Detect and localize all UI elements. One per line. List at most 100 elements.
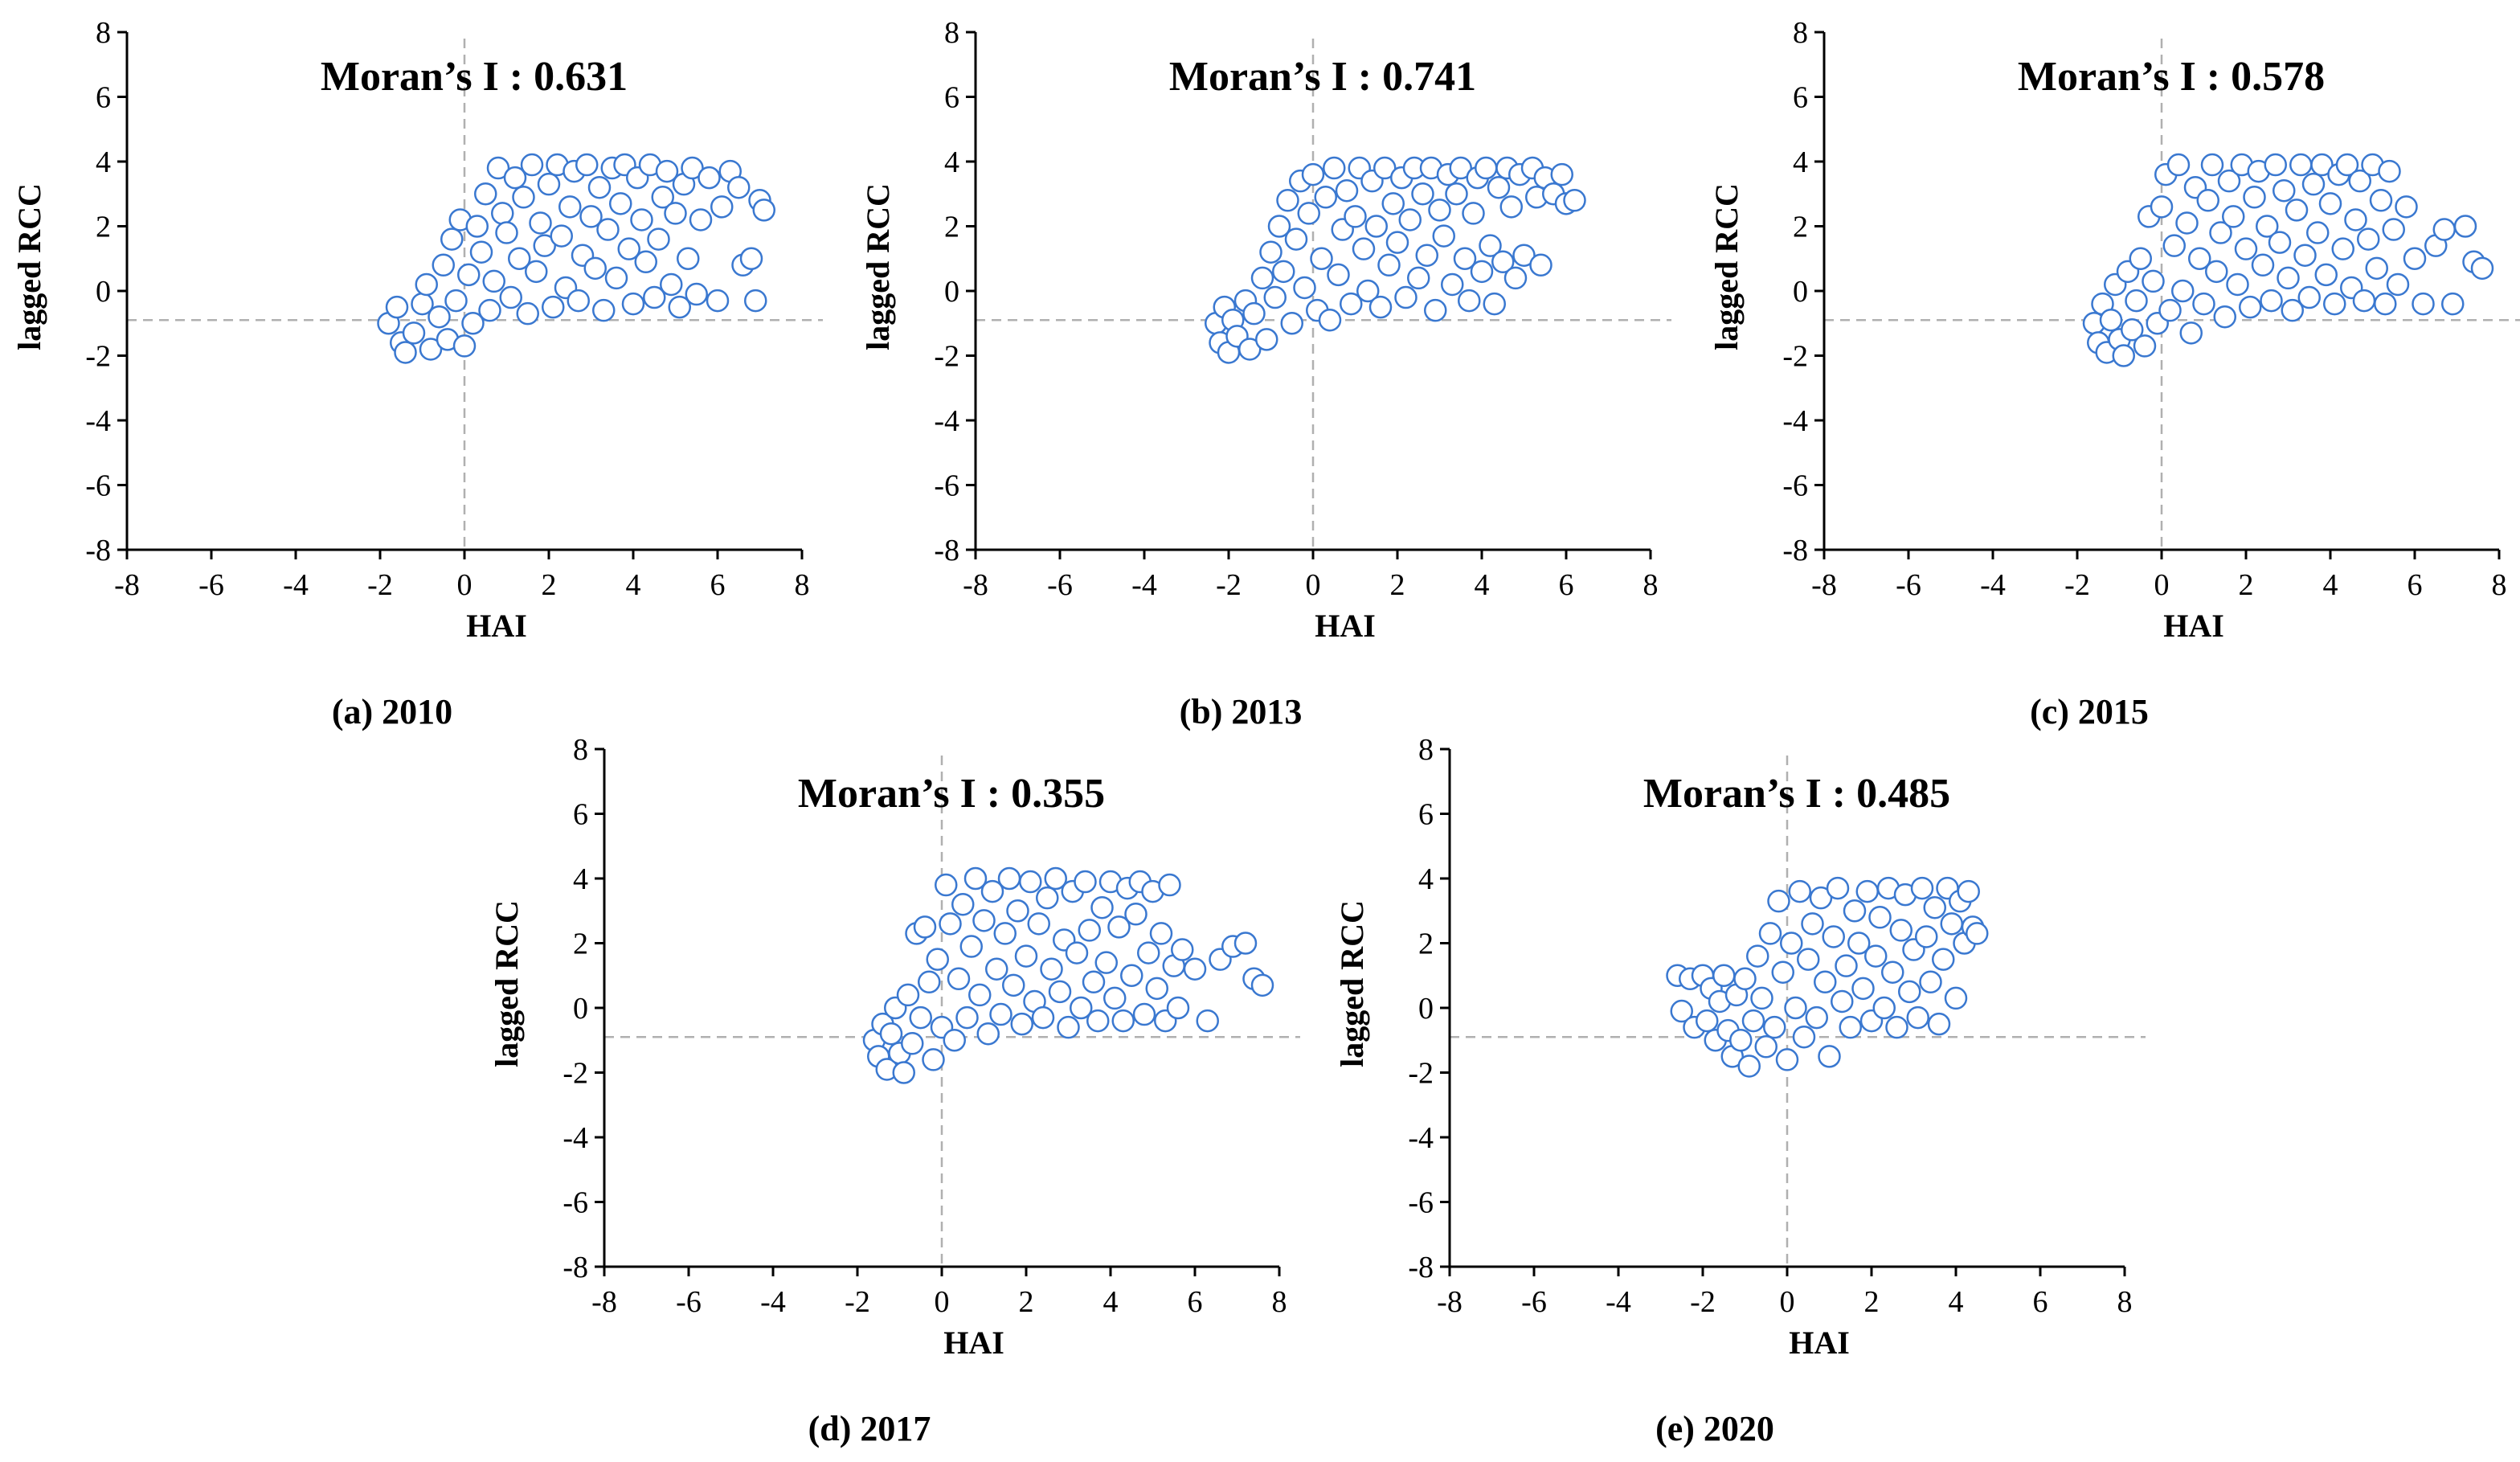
data-point: [969, 985, 990, 1005]
data-point: [1831, 991, 1852, 1012]
data-point: [1505, 268, 1526, 289]
data-point: [2383, 219, 2404, 240]
data-point: [1814, 972, 1835, 993]
data-point: [1016, 946, 1037, 967]
x-tick-label: 2: [1019, 1285, 1034, 1319]
x-axis-label: HAI: [1315, 608, 1376, 644]
data-point: [1134, 1004, 1155, 1025]
data-point: [480, 300, 501, 321]
data-point: [1147, 978, 1168, 999]
data-point: [1370, 297, 1391, 317]
data-point: [898, 985, 918, 1005]
y-tick-label: -6: [1408, 1186, 1434, 1220]
data-point: [648, 229, 669, 250]
data-point: [1827, 878, 1848, 899]
data-point: [454, 335, 475, 356]
data-point: [1058, 1017, 1079, 1038]
data-point: [665, 203, 686, 223]
data-point: [1941, 913, 1962, 934]
data-point: [636, 252, 657, 272]
data-point: [707, 290, 728, 311]
data-point: [2181, 322, 2202, 343]
data-point: [1747, 946, 1768, 967]
data-point: [1794, 1026, 1814, 1047]
data-point: [935, 874, 956, 895]
data-point: [754, 199, 775, 220]
data-point: [1696, 1010, 1717, 1031]
data-point: [1912, 878, 1933, 899]
data-point: [1252, 268, 1273, 289]
panel-caption: (e) 2020: [1655, 1409, 1774, 1448]
y-tick-label: 4: [944, 145, 959, 179]
x-tick-label: 8: [1272, 1285, 1287, 1319]
data-point: [1908, 1007, 1929, 1028]
data-points: [378, 154, 775, 362]
data-point: [2269, 232, 2290, 253]
data-point: [1730, 1030, 1751, 1050]
data-point: [2387, 274, 2408, 295]
data-point: [1840, 1017, 1861, 1038]
data-point: [1870, 907, 1891, 928]
data-point: [1126, 903, 1147, 924]
x-tick-label: -2: [367, 568, 393, 602]
data-point: [2472, 258, 2493, 279]
data-point: [1092, 897, 1113, 918]
y-tick-label: -6: [934, 469, 959, 503]
x-tick-label: 4: [1475, 568, 1490, 602]
panel-caption: (a) 2010: [332, 692, 452, 731]
x-tick-label: -4: [1131, 568, 1157, 602]
data-point: [1244, 303, 1265, 324]
scatter-panel-1: -8-6-4-202468-8-6-4-202468Moran’s I : 0.…: [11, 16, 823, 731]
data-point: [1151, 923, 1172, 944]
data-point: [2278, 268, 2299, 289]
data-point: [1735, 969, 1756, 989]
data-point: [881, 1023, 902, 1044]
panel-caption: (d) 2017: [808, 1409, 931, 1448]
data-point: [1484, 293, 1505, 314]
data-point: [2194, 293, 2215, 314]
data-point: [1882, 962, 1903, 983]
data-point: [2151, 196, 2172, 217]
data-point: [542, 297, 563, 317]
scatter-panel-2: -8-6-4-202468-8-6-4-202468Moran’s I : 0.…: [860, 16, 1671, 731]
data-point: [1172, 940, 1192, 960]
y-tick-label: -2: [85, 340, 111, 374]
data-point: [458, 264, 479, 285]
data-point: [1400, 209, 1421, 230]
data-point: [1168, 997, 1188, 1018]
y-tick-label: 6: [1418, 798, 1434, 832]
data-point: [2265, 154, 2286, 175]
data-point: [910, 1007, 931, 1028]
data-point: [2316, 264, 2337, 285]
y-tick-label: 8: [96, 16, 111, 50]
data-point: [986, 959, 1007, 980]
data-points: [2084, 154, 2493, 366]
data-point: [1458, 290, 1479, 311]
data-point: [2168, 154, 2189, 175]
x-tick-label: 0: [1306, 568, 1321, 602]
data-point: [1049, 981, 1070, 1002]
data-point: [1823, 926, 1844, 947]
data-point: [475, 183, 496, 204]
y-tick-label: 0: [1418, 992, 1434, 1026]
data-point: [2177, 212, 2198, 233]
data-point: [513, 186, 534, 207]
data-point: [2134, 335, 2155, 356]
data-point: [484, 271, 505, 292]
data-point: [1379, 255, 1400, 276]
data-point: [1475, 158, 1496, 178]
x-tick-label: -6: [1521, 1285, 1547, 1319]
data-point: [1760, 923, 1781, 944]
data-point: [1041, 959, 1062, 980]
data-point: [1299, 203, 1319, 223]
data-point: [2307, 223, 2328, 244]
data-point: [1752, 988, 1773, 1009]
data-point: [1265, 287, 1286, 308]
data-point: [1945, 988, 1966, 1009]
data-point: [741, 248, 762, 269]
data-point: [1756, 1036, 1777, 1057]
data-point: [1066, 943, 1087, 964]
data-point: [1328, 264, 1349, 285]
data-point: [632, 209, 652, 230]
y-tick-label: 2: [96, 211, 111, 244]
